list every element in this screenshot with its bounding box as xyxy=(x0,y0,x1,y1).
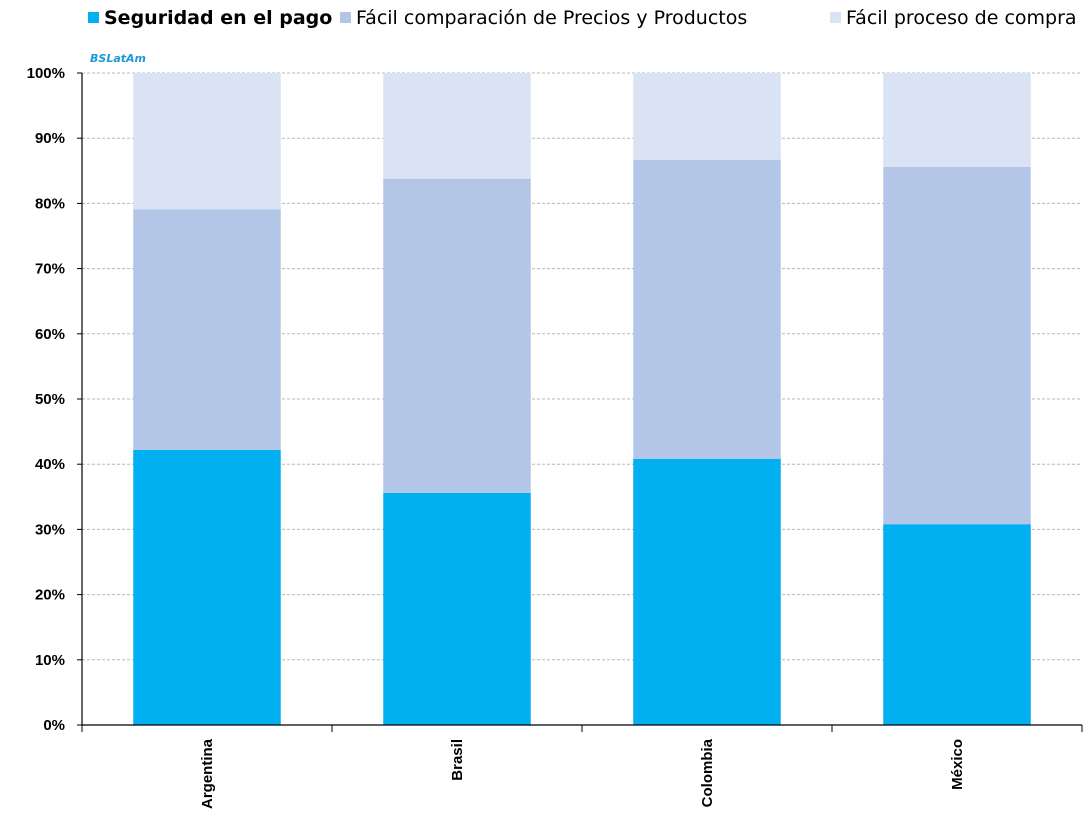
legend-item: Seguridad en el pago xyxy=(88,7,332,29)
watermark-brand-rest: LatAm xyxy=(106,52,146,65)
bar-segment-argentina-series-1 xyxy=(133,449,281,725)
y-axis-tick-labels: 0% 10% 20% 30% 40% 50% 60% 70% 80% 90% 100% xyxy=(27,65,82,734)
legend-label: Fácil comparación de Precios y Productos xyxy=(356,7,747,29)
watermark-logo: BSLatAm xyxy=(90,52,146,65)
y-tick-label: 10% xyxy=(35,652,65,669)
bar-segment-mxico-series-1 xyxy=(883,524,1031,725)
y-tick-label: 0% xyxy=(43,717,65,734)
bars xyxy=(133,73,1031,725)
y-tick-label: 40% xyxy=(35,456,65,473)
y-tick-label: 90% xyxy=(35,130,65,147)
legend-label: Seguridad en el pago xyxy=(104,7,332,29)
x-category-label: Brasil xyxy=(449,739,466,781)
bar-segment-brasil-series-3 xyxy=(383,73,531,179)
legend: Seguridad en el pago Fácil comparación de… xyxy=(88,7,1077,29)
bar-segment-argentina-series-2 xyxy=(133,209,281,450)
y-tick-label: 30% xyxy=(35,521,65,538)
x-category-label: México xyxy=(949,739,966,790)
x-category-label: Colombia xyxy=(699,738,716,807)
bar-segment-colombia-series-3 xyxy=(633,73,781,160)
x-category-label: Argentina xyxy=(199,738,216,809)
bar-segment-argentina-series-3 xyxy=(133,73,281,210)
legend-swatch xyxy=(830,12,841,23)
y-tick-label: 70% xyxy=(35,261,65,278)
y-tick-label: 100% xyxy=(27,65,65,82)
bar-segment-brasil-series-2 xyxy=(383,178,531,493)
legend-swatch xyxy=(340,12,351,23)
x-axis-category-labels: Argentina Brasil Colombia México xyxy=(199,738,966,809)
y-tick-label: 80% xyxy=(35,195,65,212)
legend-swatch xyxy=(88,12,99,23)
bar-segment-mxico-series-3 xyxy=(883,73,1031,167)
legend-label: Fácil proceso de compra xyxy=(846,7,1077,29)
bar-segment-mxico-series-2 xyxy=(883,166,1031,525)
bar-segment-brasil-series-1 xyxy=(383,492,531,725)
legend-item: Fácil comparación de Precios y Productos xyxy=(340,7,747,29)
y-tick-label: 60% xyxy=(35,326,65,343)
y-tick-label: 50% xyxy=(35,391,65,408)
legend-item: Fácil proceso de compra xyxy=(830,7,1077,29)
bar-segment-colombia-series-2 xyxy=(633,159,781,459)
bar-segment-colombia-series-1 xyxy=(633,458,781,725)
y-tick-label: 20% xyxy=(35,587,65,604)
watermark-brand-strong: BS xyxy=(90,52,106,65)
